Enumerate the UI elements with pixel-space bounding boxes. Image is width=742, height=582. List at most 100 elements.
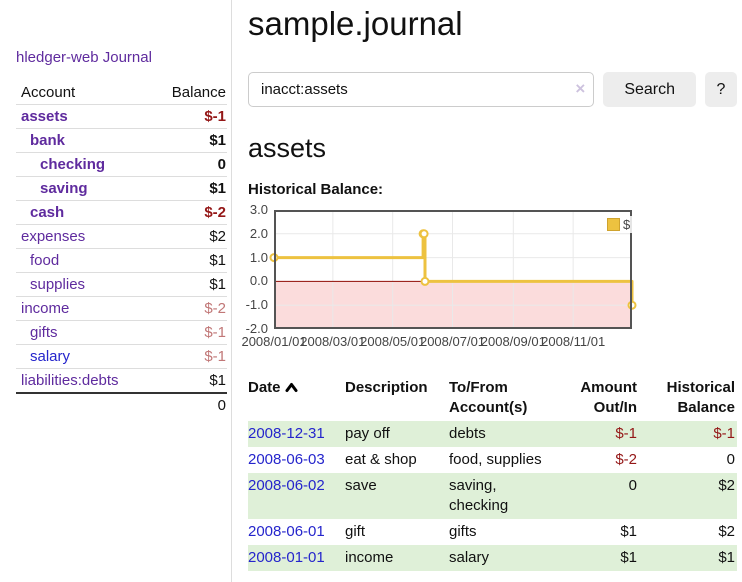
transaction-balance: $1 bbox=[718, 549, 735, 566]
chart-plot-area: $ bbox=[269, 210, 637, 329]
transaction-accounts: food, supplies bbox=[449, 451, 542, 468]
y-tick-label: 1.0 bbox=[249, 249, 268, 265]
account-row: salary $-1 bbox=[16, 344, 227, 369]
sidebar-account-link[interactable]: gifts bbox=[30, 324, 58, 341]
chart-y-axis-labels: 3.0 2.0 1.0 0.0 -1.0 -2.0 bbox=[245, 203, 270, 336]
account-balance: $1 bbox=[152, 368, 227, 394]
account-balance: $1 bbox=[152, 176, 227, 201]
transaction-description: pay off bbox=[345, 425, 390, 442]
transaction-description: save bbox=[345, 477, 377, 494]
help-button[interactable]: ? bbox=[705, 72, 737, 107]
chart-x-axis-labels: 2008/01/01 2008/03/01 2008/05/01 2008/07/01… bbox=[241, 334, 632, 350]
account-balance: $-2 bbox=[152, 296, 227, 321]
table-row: 2008-01-01 income salary $1 $1 bbox=[248, 545, 737, 571]
account-balance: $-1 bbox=[152, 104, 227, 129]
transaction-amount: $1 bbox=[620, 523, 637, 540]
y-tick-label: -2.0 bbox=[245, 321, 268, 336]
search-input[interactable] bbox=[248, 72, 595, 107]
register-table: Date Description To/From Account(s) Amou… bbox=[248, 375, 737, 571]
account-balance: $1 bbox=[152, 128, 227, 153]
account-row: assets $-1 bbox=[16, 104, 227, 129]
search-form: × Search ? bbox=[248, 72, 737, 107]
x-tick-label: 2008/01/01 bbox=[241, 334, 307, 349]
chart-title: Historical Balance: bbox=[248, 181, 384, 198]
account-balance: $-1 bbox=[152, 344, 227, 369]
sidebar-accounts-body: assets $-1 bank $1 checking 0 saving $1 cash $-2 e… bbox=[16, 104, 227, 417]
transaction-date-link[interactable]: 2008-06-02 bbox=[248, 477, 325, 494]
account-balance: $-1 bbox=[152, 320, 227, 345]
accounts-table: Account Balance assets $-1 bank $1 checking 0… bbox=[16, 81, 227, 417]
transaction-balance: $2 bbox=[718, 523, 735, 540]
sidebar-account-link[interactable]: salary bbox=[30, 348, 71, 365]
x-tick-label: 2008/05/01 bbox=[360, 334, 426, 349]
accounts-col-balance: Balance bbox=[152, 81, 227, 105]
account-balance: 0 bbox=[152, 152, 227, 177]
x-tick-label: 2008/09/01 bbox=[480, 334, 546, 349]
register-col-date-label: Date bbox=[248, 379, 281, 396]
y-tick-label: 2.0 bbox=[249, 225, 268, 241]
sidebar-account-link[interactable]: checking bbox=[40, 156, 106, 173]
transaction-accounts: salary bbox=[449, 549, 490, 566]
sidebar-account-link[interactable]: saving bbox=[40, 180, 88, 197]
sidebar-account-link[interactable]: supplies bbox=[30, 276, 86, 293]
search-box: × bbox=[248, 72, 595, 107]
account-row: checking 0 bbox=[16, 152, 227, 177]
sidebar-account-link[interactable]: expenses bbox=[21, 228, 86, 245]
accounts-total-value: 0 bbox=[152, 392, 227, 417]
register-col-description: Description bbox=[345, 379, 428, 396]
transaction-description: gift bbox=[345, 523, 366, 540]
brand-link[interactable]: hledger-web bbox=[16, 49, 99, 66]
x-tick-label: 2008/11/01 bbox=[541, 334, 606, 349]
x-tick-label: 2008/07/01 bbox=[419, 334, 486, 349]
page-title: sample.journal bbox=[248, 5, 463, 42]
account-balance: $2 bbox=[152, 224, 227, 249]
account-row: gifts $-1 bbox=[16, 320, 227, 345]
sidebar: hledger-web Journal Account Balance asse… bbox=[0, 0, 232, 582]
transaction-balance: 0 bbox=[726, 451, 735, 468]
y-tick-label: 0.0 bbox=[249, 273, 268, 289]
account-balance: $-2 bbox=[152, 200, 227, 225]
account-title: assets bbox=[248, 133, 327, 163]
register-body: 2008-12-31 pay off debts $-1 $-1 2008-06-03 ea… bbox=[248, 421, 737, 571]
table-row: 2008-12-31 pay off debts $-1 $-1 bbox=[248, 421, 737, 447]
clear-search-icon[interactable]: × bbox=[575, 79, 586, 98]
register-col-date[interactable]: Date bbox=[248, 375, 345, 421]
transaction-accounts: debts bbox=[449, 425, 486, 442]
transaction-date-link[interactable]: 2008-01-01 bbox=[248, 549, 325, 566]
sidebar-account-link[interactable]: income bbox=[21, 300, 70, 317]
account-row: supplies $1 bbox=[16, 272, 227, 297]
transaction-amount: 0 bbox=[628, 477, 637, 494]
transaction-date-link[interactable]: 2008-06-01 bbox=[248, 523, 325, 540]
account-row: saving $1 bbox=[16, 176, 227, 201]
sidebar-item-journal[interactable]: Journal bbox=[102, 49, 152, 66]
account-row: food $1 bbox=[16, 248, 227, 273]
transaction-date-link[interactable]: 2008-12-31 bbox=[248, 425, 325, 442]
x-tick-label: 2008/03/01 bbox=[300, 334, 366, 349]
sidebar-account-link[interactable]: bank bbox=[30, 132, 66, 149]
transaction-date-link[interactable]: 2008-06-03 bbox=[248, 451, 325, 468]
legend-swatch bbox=[607, 218, 620, 231]
accounts-col-account: Account bbox=[16, 81, 153, 105]
transaction-accounts: saving, checking bbox=[449, 477, 509, 514]
y-tick-label: -1.0 bbox=[245, 297, 268, 313]
transaction-amount: $1 bbox=[620, 549, 637, 566]
account-row: income $-2 bbox=[16, 296, 227, 321]
transaction-amount: $-1 bbox=[615, 425, 637, 442]
sidebar-account-link[interactable]: food bbox=[30, 252, 60, 269]
transaction-accounts: gifts bbox=[449, 523, 477, 540]
transaction-description: eat & shop bbox=[345, 451, 417, 468]
search-button[interactable]: Search bbox=[603, 72, 697, 107]
sort-ascending-icon bbox=[285, 379, 298, 399]
sidebar-account-link[interactable]: cash bbox=[30, 204, 65, 221]
accounts-total-row: 0 bbox=[16, 392, 227, 417]
table-row: 2008-06-02 save saving, checking 0 $2 bbox=[248, 473, 737, 519]
register-col-amount: Amount Out/In bbox=[580, 379, 637, 416]
main-content: sample.journal × Search ? assets Histori… bbox=[232, 0, 742, 582]
historical-balance-chart: 3.0 2.0 1.0 0.0 -1.0 -2.0 $ 2008/01/01 2008/03… bbox=[241, 203, 737, 354]
register-col-accounts: To/From Account(s) bbox=[449, 379, 528, 416]
sidebar-account-link[interactable]: assets bbox=[21, 108, 68, 125]
table-row: 2008-06-03 eat & shop food, supplies $-2 0 bbox=[248, 447, 737, 473]
register-col-balance: Historical Balance bbox=[666, 379, 735, 416]
sidebar-account-link[interactable]: liabilities:debts bbox=[21, 372, 119, 389]
